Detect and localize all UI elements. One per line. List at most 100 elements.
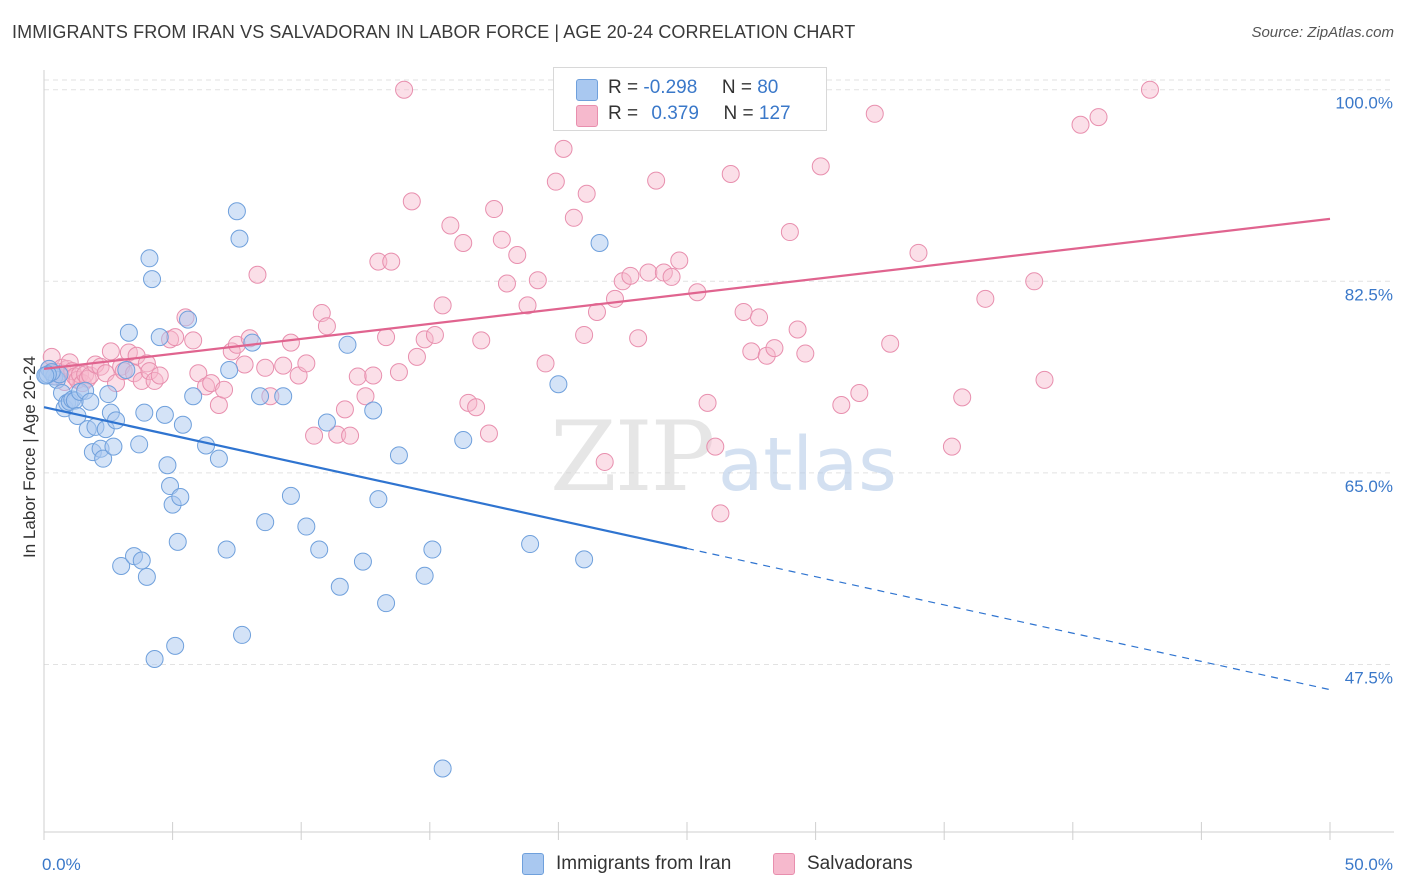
salvadoran-point: [621, 266, 640, 285]
salvadoran-point: [166, 328, 185, 347]
salvadoran-point: [467, 398, 486, 417]
salvadoran-point: [865, 104, 884, 123]
bottom-legend-swatch-blue: [522, 853, 544, 875]
salvadoran-point: [274, 356, 293, 375]
iran-point: [143, 270, 162, 289]
salvadoran-point: [485, 200, 504, 219]
salvadoran-point: [757, 346, 776, 365]
salvadoran-point: [256, 358, 275, 377]
legend-r-value: -0.298: [643, 77, 698, 98]
iran-point: [135, 403, 154, 422]
salvadoran-point: [140, 362, 159, 381]
iran-point: [158, 456, 177, 475]
iran-point: [575, 550, 594, 569]
salvadoran-point: [441, 216, 460, 235]
salvadoran-point: [577, 184, 596, 203]
salvadoran-point: [492, 230, 511, 249]
salvadoran-point: [1071, 115, 1090, 134]
salvadoran-point: [454, 233, 473, 252]
legend-r-label: R =: [608, 77, 639, 98]
iran-point: [389, 446, 408, 465]
bottom-legend-swatch-pink: [773, 853, 795, 875]
iran-point: [415, 566, 434, 585]
salvadoran-point: [881, 334, 900, 353]
salvadoran-point: [127, 346, 146, 365]
salvadoran-point: [698, 393, 717, 412]
salvadoran-point: [850, 383, 869, 402]
salvadoran-point: [145, 371, 164, 390]
y-tick-label: 82.5%: [1345, 285, 1393, 304]
salvadoran-point: [281, 333, 300, 352]
iran-point: [36, 366, 55, 385]
salvadoran-point: [595, 452, 614, 471]
iran-point: [179, 310, 198, 329]
salvadoran-point: [335, 400, 354, 419]
salvadorans-points: [40, 80, 1159, 523]
iran-point: [274, 387, 293, 406]
iran-point: [217, 540, 236, 559]
iran-point: [161, 477, 180, 496]
iran-points: [36, 202, 609, 778]
salvadoran-point: [564, 208, 583, 227]
salvadoran-point: [215, 380, 234, 399]
salvadoran-point: [605, 289, 624, 308]
axes: [43, 70, 1394, 833]
salvadoran-point: [1035, 370, 1054, 389]
salvadoran-point: [742, 342, 761, 361]
y-axis-title: In Labor Force | Age 20-24: [20, 356, 39, 558]
iran-point: [119, 323, 138, 342]
source-credit: Source: ZipAtlas.com: [1251, 24, 1394, 41]
iran-point: [117, 360, 136, 379]
salvadoran-point: [389, 363, 408, 382]
salvadoran-point: [235, 355, 254, 374]
salvadoran-point: [508, 246, 527, 265]
iran-point: [166, 636, 185, 655]
iran-point: [171, 487, 190, 506]
salvadoran-point: [407, 347, 426, 366]
salvadoran-point: [425, 325, 444, 344]
salvadoran-point: [248, 265, 267, 284]
salvadoran-point: [189, 364, 208, 383]
legend-r-value: 0.379: [651, 103, 699, 124]
salvadoran-point: [356, 387, 375, 406]
bottom-legend-label-iran: Immigrants from Iran: [556, 853, 732, 874]
iran-point: [230, 229, 249, 248]
salvadoran-point: [132, 371, 151, 390]
salvadoran-point: [909, 243, 928, 262]
iran-point: [104, 437, 123, 456]
salvadoran-point: [796, 344, 815, 363]
salvadoran-point: [662, 267, 681, 286]
salvadoran-point: [377, 328, 396, 347]
salvadoran-point: [811, 157, 830, 176]
salvadoran-point: [305, 426, 324, 445]
iran-point: [173, 415, 192, 434]
iran-point: [81, 392, 100, 411]
iran-point: [369, 490, 388, 509]
iran-point: [197, 436, 216, 455]
salvadoran-point: [348, 367, 367, 386]
iran-point: [281, 486, 300, 505]
iran-point: [330, 577, 349, 596]
iran-point: [140, 249, 159, 268]
salvadoran-point: [528, 271, 547, 290]
y-tick-label: 100.0%: [1335, 94, 1393, 113]
salvadoran-point: [711, 504, 730, 523]
salvadoran-point: [364, 366, 383, 385]
iran-point: [132, 551, 151, 570]
salvadoran-point: [765, 339, 784, 358]
legend-n-value: 127: [758, 103, 791, 124]
iran-trend-line: [43, 406, 688, 550]
watermark-atlas: atlas: [718, 422, 897, 508]
legend-r-label: R =: [608, 103, 639, 124]
iran-point: [590, 233, 609, 252]
salvadoran-point: [184, 331, 203, 350]
salvadoran-point: [670, 251, 689, 270]
salvadoran-point: [433, 296, 452, 315]
salvadoran-point: [706, 437, 725, 456]
legend-swatch-blue: [576, 79, 598, 101]
salvadoran-point: [415, 330, 434, 349]
x-tick-label: 50.0%: [1345, 855, 1393, 874]
iran-point: [243, 333, 262, 352]
salvadoran-point: [953, 388, 972, 407]
iran-point: [338, 335, 357, 354]
